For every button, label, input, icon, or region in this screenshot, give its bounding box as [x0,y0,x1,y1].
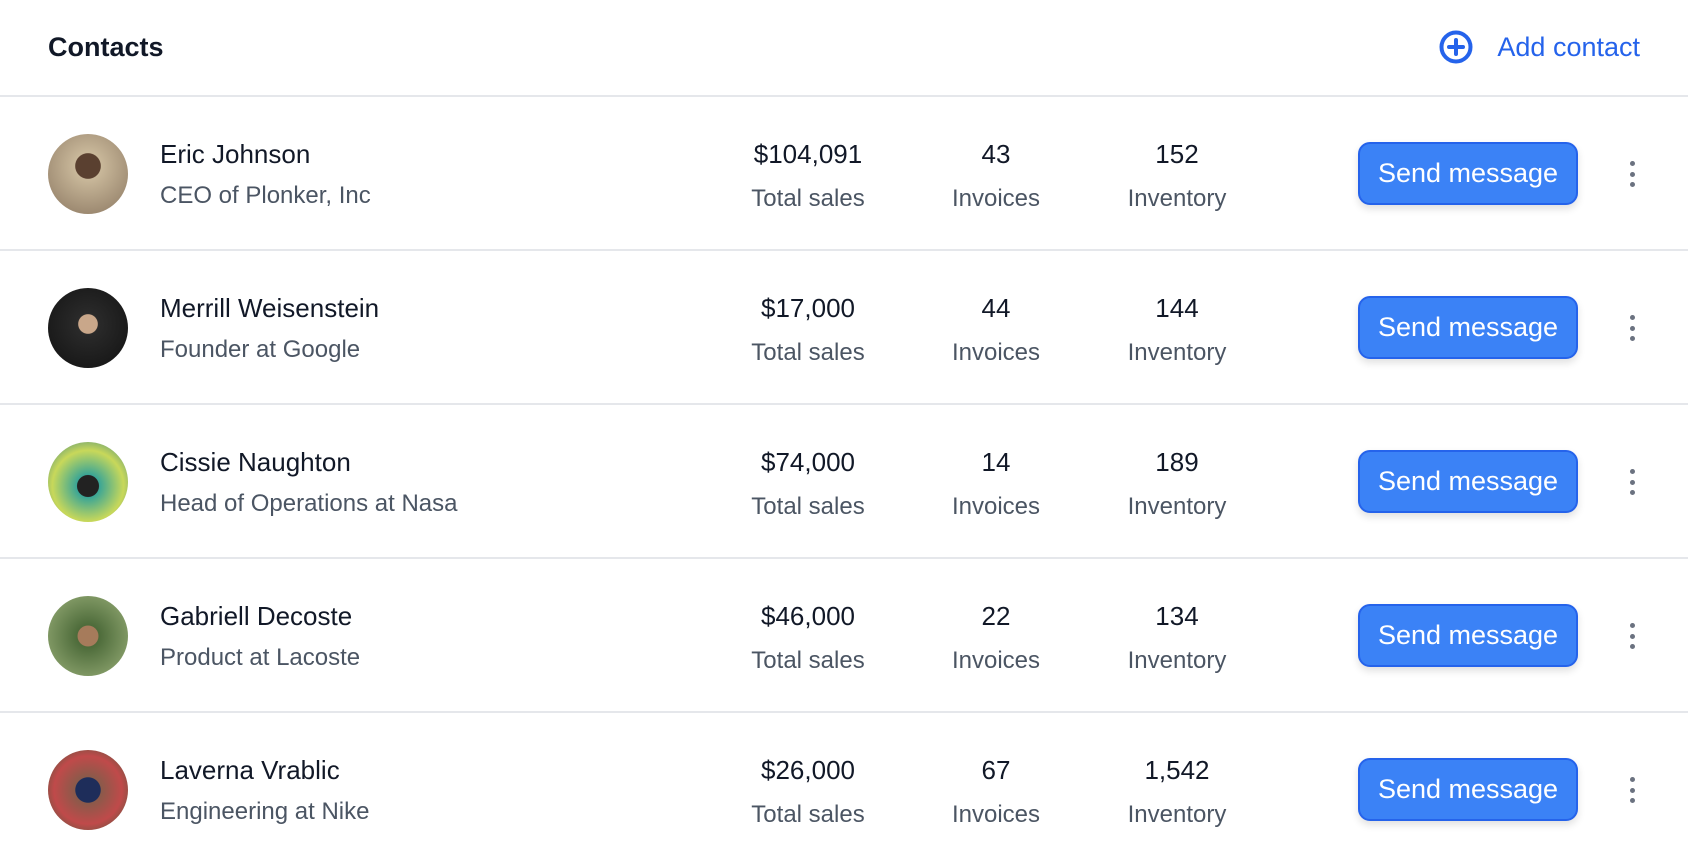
inventory-value: 189 [1155,447,1199,477]
inventory-stat: 1,542 Inventory [1077,755,1277,829]
send-message-button[interactable]: Send message [1358,142,1578,205]
avatar [48,750,128,830]
inventory-stat: 189 Inventory [1077,447,1277,521]
avatar [48,288,128,368]
total-sales-label: Total sales [751,339,865,366]
contact-row: Laverna Vrablic Engineering at Nike $26,… [0,713,1688,867]
avatar [48,134,128,214]
invoices-label: Invoices [951,339,1041,366]
inventory-label: Inventory [1127,647,1227,674]
inventory-label: Inventory [1127,339,1227,366]
inventory-value: 1,542 [1144,755,1210,785]
inventory-label: Inventory [1127,493,1227,520]
inventory-stat: 152 Inventory [1077,139,1277,213]
total-sales-label: Total sales [751,493,865,520]
invoices-label: Invoices [951,647,1041,674]
contact-name: Gabriell Decoste [160,601,353,631]
inventory-stat: 144 Inventory [1077,293,1277,367]
contact-role: Head of Operations at Nasa [160,490,458,517]
invoices-value: 14 [981,447,1011,477]
avatar [48,442,128,522]
contact-row: Merrill Weisenstein Founder at Google $1… [0,251,1688,405]
invoices-label: Invoices [951,185,1041,212]
total-sales-label: Total sales [751,185,865,212]
invoices-stat: 22 Invoices [896,601,1096,675]
contact-role: Founder at Google [160,336,361,363]
invoices-value: 43 [981,139,1011,169]
contact-list: Eric Johnson CEO of Plonker, Inc $104,09… [0,97,1688,867]
contact-role: CEO of Plonker, Inc [160,182,371,209]
send-message-button[interactable]: Send message [1358,758,1578,821]
invoices-stat: 14 Invoices [896,447,1096,521]
contact-name: Merrill Weisenstein [160,293,380,323]
invoices-stat: 44 Invoices [896,293,1096,367]
total-sales-value: $26,000 [761,755,855,785]
total-sales-value: $74,000 [761,447,855,477]
more-options-icon[interactable] [1620,157,1644,191]
contact-name: Eric Johnson [160,139,311,169]
inventory-label: Inventory [1127,185,1227,212]
inventory-label: Inventory [1127,801,1227,828]
total-sales-value: $104,091 [753,139,863,169]
total-sales-label: Total sales [751,801,865,828]
plus-circle-icon [1439,30,1473,64]
send-message-button[interactable]: Send message [1358,450,1578,513]
contact-row: Gabriell Decoste Product at Lacoste $46,… [0,559,1688,713]
total-sales-stat: $46,000 Total sales [708,601,908,675]
invoices-stat: 67 Invoices [896,755,1096,829]
page-title: Contacts [48,32,164,62]
more-options-icon[interactable] [1620,311,1644,345]
send-message-button[interactable]: Send message [1358,604,1578,667]
total-sales-stat: $74,000 Total sales [708,447,908,521]
add-contact-button[interactable]: Add contact [1439,30,1640,64]
total-sales-label: Total sales [751,647,865,674]
invoices-stat: 43 Invoices [896,139,1096,213]
send-message-button[interactable]: Send message [1358,296,1578,359]
total-sales-stat: $104,091 Total sales [708,139,908,213]
invoices-label: Invoices [951,801,1041,828]
invoices-value: 67 [981,755,1011,785]
inventory-stat: 134 Inventory [1077,601,1277,675]
more-options-icon[interactable] [1620,619,1644,653]
contact-name: Laverna Vrablic [160,755,340,785]
inventory-value: 134 [1155,601,1199,631]
contacts-header: Contacts Add contact [0,0,1688,97]
contact-row: Eric Johnson CEO of Plonker, Inc $104,09… [0,97,1688,251]
total-sales-value: $46,000 [761,601,855,631]
total-sales-value: $17,000 [761,293,855,323]
more-options-icon[interactable] [1620,773,1644,807]
total-sales-stat: $17,000 Total sales [708,293,908,367]
add-contact-label: Add contact [1497,31,1640,62]
total-sales-stat: $26,000 Total sales [708,755,908,829]
inventory-value: 152 [1155,139,1199,169]
more-options-icon[interactable] [1620,465,1644,499]
invoices-value: 22 [981,601,1011,631]
contact-row: Cissie Naughton Head of Operations at Na… [0,405,1688,559]
contact-role: Product at Lacoste [160,644,361,671]
inventory-value: 144 [1155,293,1199,323]
contact-name: Cissie Naughton [160,447,351,477]
avatar [48,596,128,676]
contact-role: Engineering at Nike [160,798,370,825]
invoices-label: Invoices [951,493,1041,520]
invoices-value: 44 [981,293,1011,323]
